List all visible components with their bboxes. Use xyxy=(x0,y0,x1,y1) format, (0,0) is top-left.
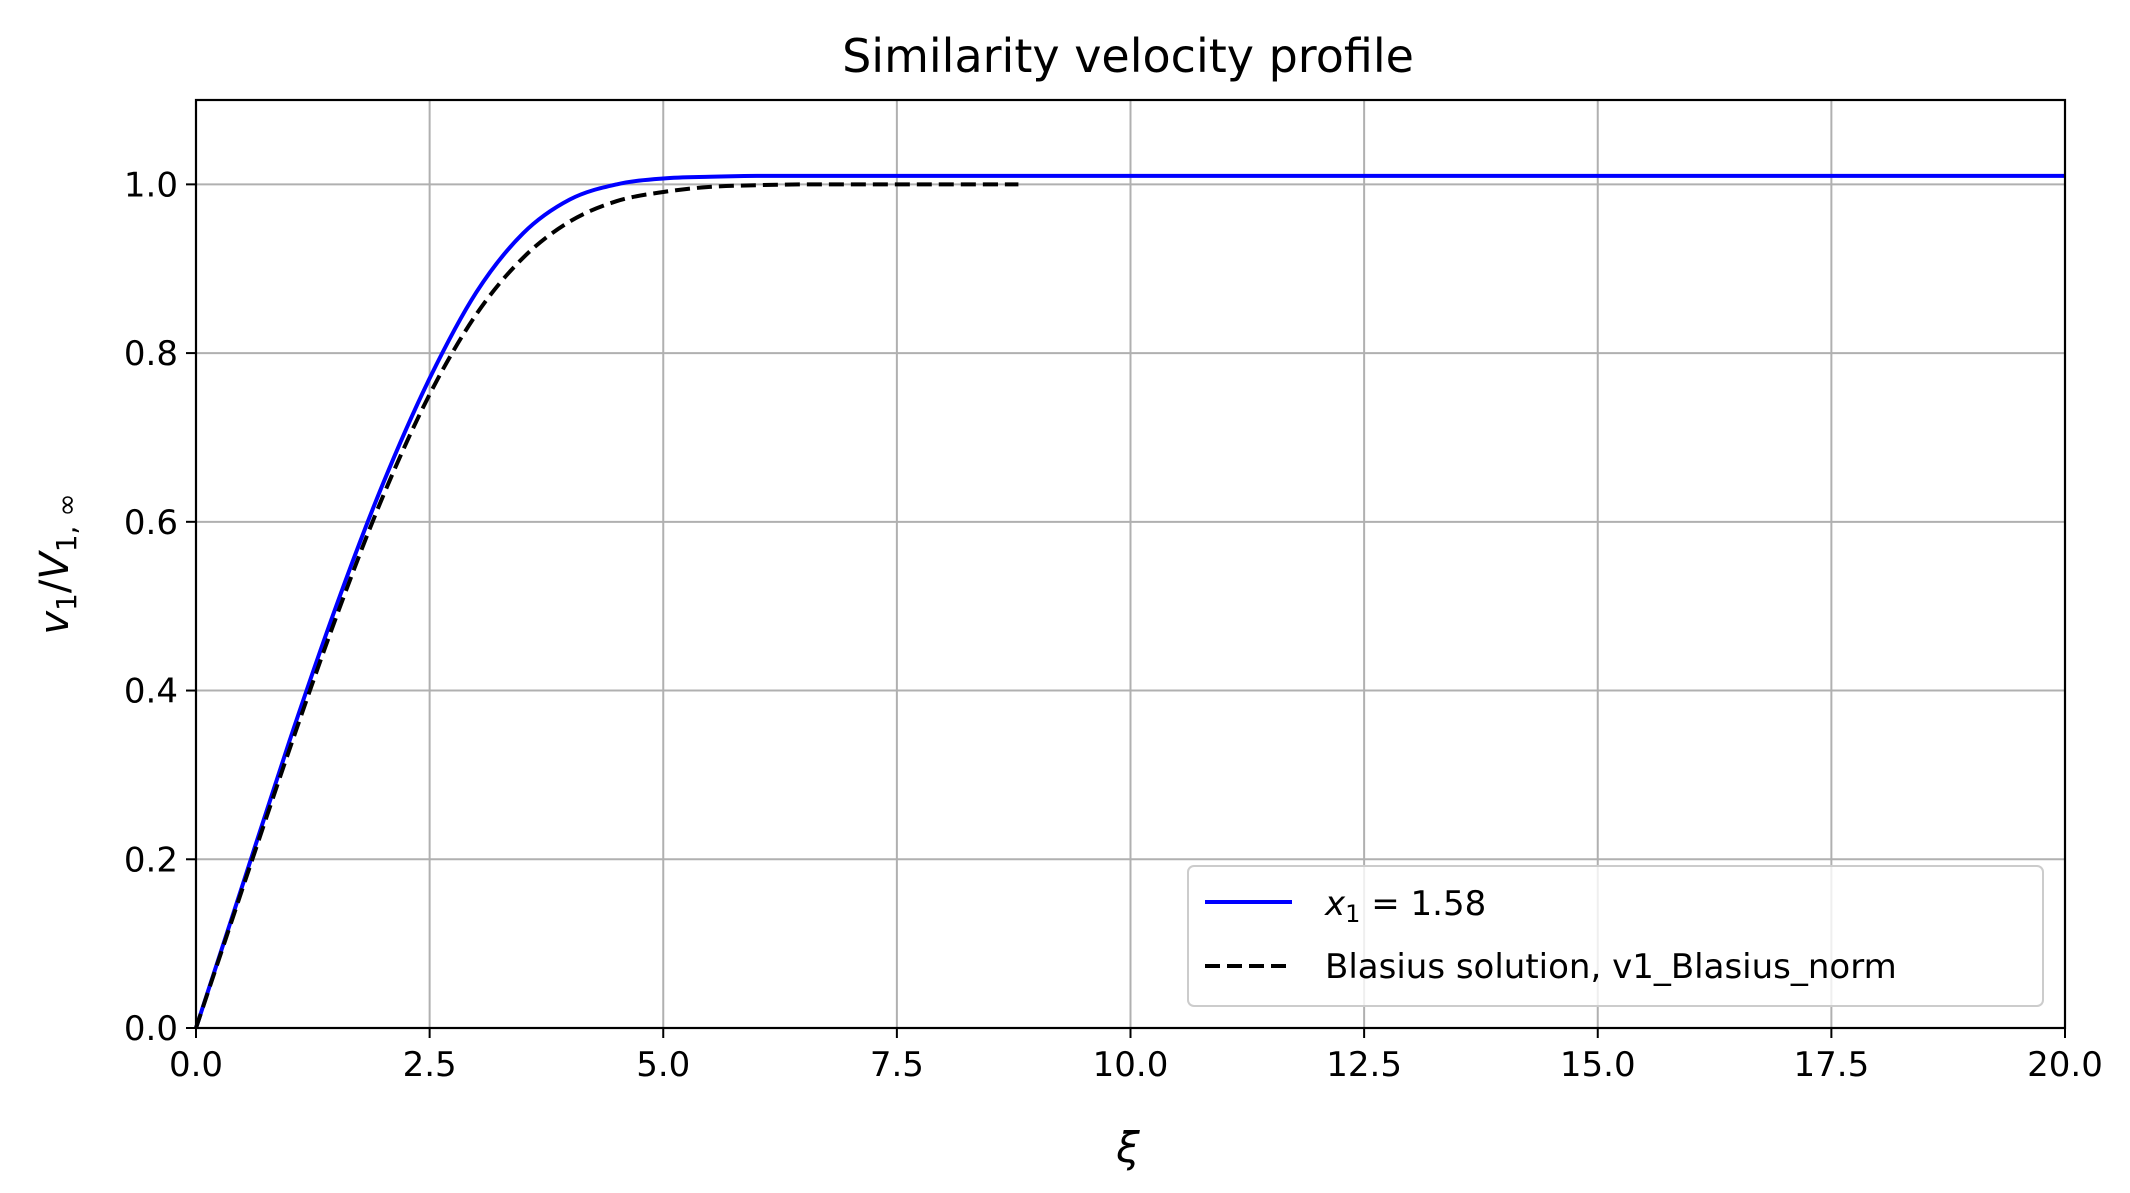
series-line-2 xyxy=(194,182,1019,1029)
y-axis-title: v1/V1, ∞ xyxy=(32,493,83,634)
x-tick-label: 5.0 xyxy=(636,1045,690,1085)
chart-title: Similarity velocity profile xyxy=(842,29,1414,83)
legend-label-series-1: x1 = 1.58 xyxy=(1324,884,1486,928)
legend-label-series-2: Blasius solution, v1_Blasius_norm xyxy=(1325,947,1897,987)
series-lines xyxy=(194,173,2065,1029)
x-tick-label: 2.5 xyxy=(403,1045,457,1085)
axis-ticks: 0.0 2.5 5.0 7.5 10.0 12.5 15.0 17.5 20.0 0.0 0.2 0.… xyxy=(124,165,2103,1085)
x-tick-label: 20.0 xyxy=(2027,1045,2103,1085)
x-tick-label: 17.5 xyxy=(1794,1045,1870,1085)
legend-box xyxy=(1187,865,2044,1007)
y-tick-label: 0.0 xyxy=(124,1009,178,1049)
x-tick-label: 7.5 xyxy=(870,1045,924,1085)
x-tick-label: 12.5 xyxy=(1326,1045,1402,1085)
x-tick-label: 10.0 xyxy=(1093,1045,1169,1085)
y-tick-label: 0.6 xyxy=(124,503,178,543)
y-tick-label: 1.0 xyxy=(124,165,178,205)
x-axis-title: ξ xyxy=(1115,1123,1140,1172)
x-tick-label: 15.0 xyxy=(1560,1045,1636,1085)
x-tick-label: 0.0 xyxy=(169,1045,223,1085)
y-tick-label: 0.2 xyxy=(124,840,178,880)
series-line-1 xyxy=(194,173,2065,1029)
legend: x1 = 1.58 Blasius solution, v1_Blasius_n… xyxy=(1187,865,2044,1007)
y-tick-label: 0.4 xyxy=(124,672,178,712)
y-tick-label: 0.8 xyxy=(124,334,178,374)
